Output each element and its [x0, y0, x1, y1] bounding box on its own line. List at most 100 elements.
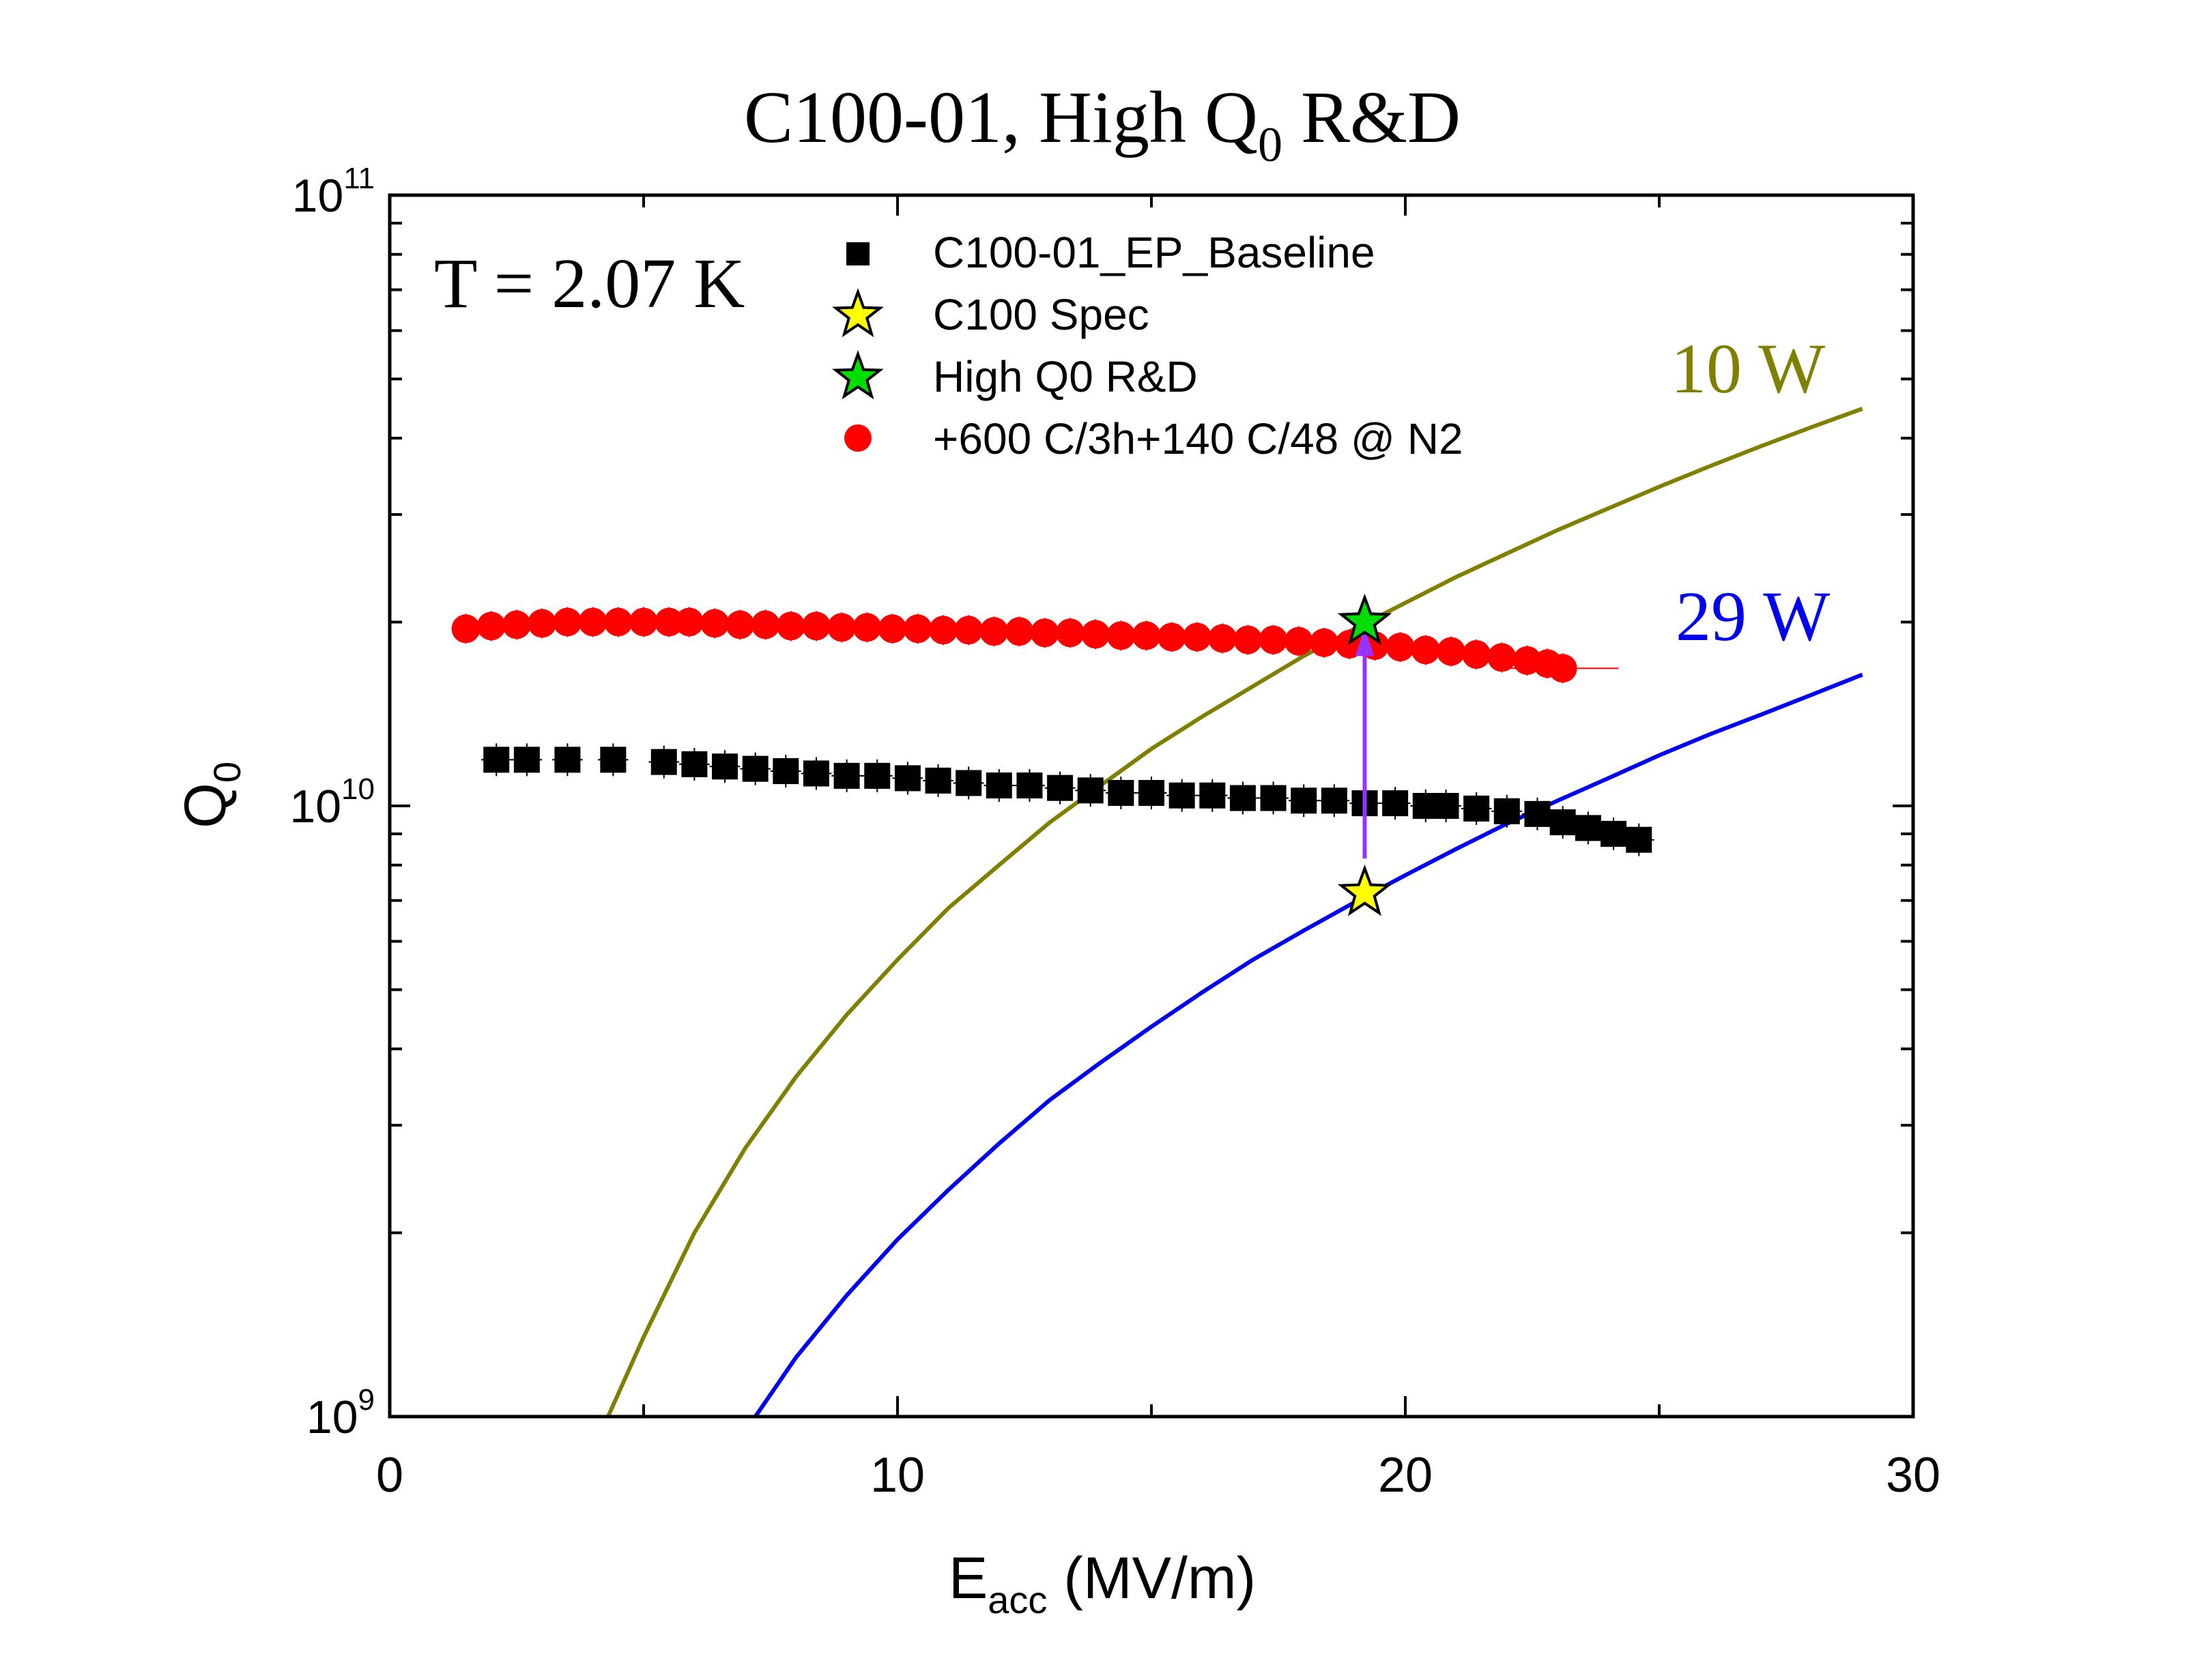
- legend-marker-circle: [844, 424, 872, 452]
- n2-data-point: [1284, 626, 1313, 656]
- baseline-data-point: [1229, 785, 1256, 811]
- n2-data-point: [1233, 625, 1263, 654]
- n2-data-point: [954, 615, 984, 645]
- n2-data-point: [1005, 617, 1034, 646]
- baseline-data-point: [513, 747, 540, 773]
- n2-data-point: [1208, 624, 1237, 653]
- baseline-data-point: [650, 749, 677, 775]
- baseline-data-point: [742, 755, 769, 782]
- spec-star-marker: [1337, 864, 1392, 916]
- n2-data-point: [1030, 618, 1059, 648]
- baseline-data-point: [712, 753, 738, 780]
- legend-label-baseline: C100-01_EP_Baseline: [933, 228, 1375, 277]
- y-tick-label-base: 10: [306, 1391, 358, 1443]
- n2-data-point: [1106, 621, 1136, 650]
- n2-data-point: [1411, 635, 1440, 665]
- baseline-data-point: [894, 765, 921, 792]
- n2-data-point: [655, 607, 684, 637]
- y-tick-label-exponent: 10: [341, 772, 375, 806]
- baseline-data-point: [925, 767, 951, 794]
- n2-data-point: [903, 614, 932, 643]
- y-tick-label-exponent: 9: [358, 1383, 375, 1417]
- n2-data-point: [578, 607, 607, 637]
- y-tick-label: 109: [306, 1383, 375, 1443]
- baseline-data-point: [483, 747, 510, 773]
- baseline-data-point: [864, 762, 891, 789]
- baseline-data-point: [1575, 815, 1601, 841]
- n2-data-point: [1259, 625, 1288, 654]
- x-tick-label: 0: [376, 1448, 403, 1503]
- y-axis-title-main: Q: [173, 783, 238, 828]
- x-tick-label: 30: [1886, 1448, 1940, 1503]
- n2-data-point: [476, 611, 506, 641]
- baseline-data-point: [1549, 809, 1576, 836]
- curve-29w: [754, 672, 1863, 1417]
- n2-data-point: [502, 610, 531, 639]
- x-axis-title-main: E: [949, 1546, 988, 1611]
- baseline-data-point: [1016, 772, 1043, 799]
- n2-data-point: [674, 607, 704, 637]
- n2-data-point: [1081, 620, 1110, 649]
- improvement-arrow-group: [1355, 628, 1375, 859]
- legend: C100-01_EP_Baseline C100 Spec High Q0 R&…: [832, 228, 1463, 463]
- x-tick-label: 20: [1378, 1448, 1433, 1503]
- baseline-data-point: [773, 758, 799, 785]
- baseline-data-point: [956, 770, 982, 796]
- x-axis-title-subscript: acc: [988, 1578, 1047, 1621]
- n2-data-point: [700, 609, 730, 638]
- chart-title: C100-01, High Q0 R&D: [744, 77, 1461, 172]
- baseline-data-point: [1626, 826, 1652, 853]
- curve-label-29w: 29 W: [1676, 577, 1830, 656]
- y-axis-title: Q0: [173, 762, 248, 828]
- n2-data-point: [1462, 640, 1491, 669]
- chart-title-subscript: 0: [1258, 117, 1282, 172]
- baseline-data-point: [600, 747, 627, 773]
- n2-data-point: [1182, 622, 1211, 652]
- y-tick-label-exponent: 11: [343, 162, 375, 195]
- legend-marker-star-yellow: [832, 288, 884, 338]
- baseline-data-point: [1524, 800, 1551, 827]
- legend-label-high-q0: High Q0 R&D: [933, 352, 1198, 401]
- n2-data-point: [776, 611, 805, 641]
- x-axis-title: Eacc (MV/m): [949, 1546, 1256, 1621]
- n2-data-point: [1548, 654, 1577, 683]
- baseline-data-point: [554, 747, 581, 773]
- baseline-data-point: [1077, 777, 1104, 804]
- baseline-data-point: [1199, 782, 1226, 809]
- n2-data-point: [1436, 637, 1465, 666]
- n2-data-point: [1309, 628, 1338, 657]
- baseline-data-point: [1291, 787, 1317, 814]
- n2-data-point: [553, 607, 582, 637]
- n2-data-point: [827, 613, 857, 642]
- baseline-data-point: [1601, 820, 1627, 847]
- n2-data-point: [878, 614, 907, 643]
- chart-title-main: C100-01, High Q: [744, 77, 1258, 158]
- n2-data-point: [979, 617, 1009, 646]
- n2-data-point: [629, 607, 658, 637]
- baseline-data-point: [1047, 774, 1074, 801]
- n2-data-point: [1386, 633, 1415, 662]
- n2-data-point: [1055, 618, 1085, 648]
- baseline-data-point: [1433, 793, 1459, 819]
- power-curves: [606, 407, 1863, 1417]
- baseline-data-point: [1138, 780, 1164, 807]
- baseline-data-point: [1108, 780, 1134, 807]
- n2-data-point: [928, 615, 958, 645]
- improvement-arrow-head: [1355, 628, 1375, 656]
- baseline-data-point: [1382, 790, 1409, 817]
- n2-data-point: [801, 611, 831, 641]
- y-tick-label-base: 10: [292, 170, 344, 222]
- y-tick-label-base: 10: [289, 781, 341, 832]
- chart-title-tail: R&D: [1282, 77, 1461, 158]
- baseline-data-point: [1321, 787, 1347, 814]
- n2-data-point: [726, 610, 755, 639]
- n2-data-point: [528, 609, 557, 638]
- baseline-data-point: [681, 751, 708, 777]
- n2-data-point: [451, 614, 480, 643]
- legend-marker-star-green: [832, 350, 884, 400]
- baseline-data-point: [803, 760, 829, 787]
- spec-stars: [1337, 593, 1392, 916]
- baseline-data-point: [833, 762, 860, 789]
